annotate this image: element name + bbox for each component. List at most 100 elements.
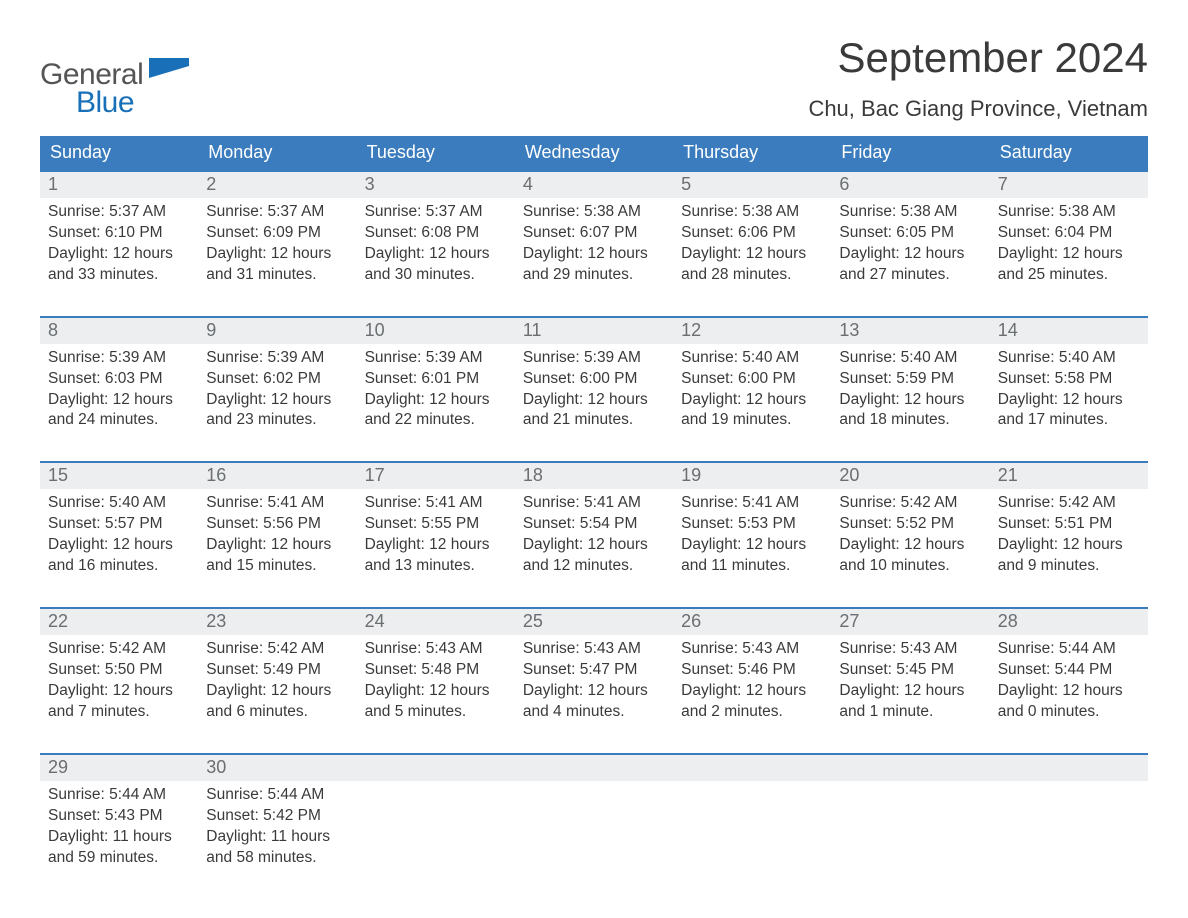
daylight-line: Daylight: 12 hours and 29 minutes.: [523, 244, 665, 286]
calendar-cell: Sunrise: 5:37 AMSunset: 6:08 PMDaylight:…: [357, 198, 515, 292]
day-number: [990, 755, 1148, 781]
weekday-header: Monday: [198, 136, 356, 170]
daylight-line: Daylight: 12 hours and 31 minutes.: [206, 244, 348, 286]
daylight-line: Daylight: 12 hours and 30 minutes.: [365, 244, 507, 286]
day-number: 3: [357, 172, 515, 198]
day-number: 14: [990, 318, 1148, 344]
sunrise-line: Sunrise: 5:39 AM: [206, 348, 348, 369]
calendar-cell: Sunrise: 5:43 AMSunset: 5:48 PMDaylight:…: [357, 635, 515, 729]
daylight-line: Daylight: 12 hours and 9 minutes.: [998, 535, 1140, 577]
calendar: Sunday Monday Tuesday Wednesday Thursday…: [40, 136, 1148, 874]
sunset-line: Sunset: 5:52 PM: [839, 514, 981, 535]
sunset-line: Sunset: 6:06 PM: [681, 223, 823, 244]
brand-name-b: Blue: [76, 87, 189, 119]
sunrise-line: Sunrise: 5:42 AM: [206, 639, 348, 660]
calendar-cell: Sunrise: 5:37 AMSunset: 6:10 PMDaylight:…: [40, 198, 198, 292]
calendar-cell: [357, 781, 515, 875]
daylight-line: Daylight: 12 hours and 22 minutes.: [365, 390, 507, 432]
sunset-line: Sunset: 6:04 PM: [998, 223, 1140, 244]
calendar-cell: Sunrise: 5:44 AMSunset: 5:42 PMDaylight:…: [198, 781, 356, 875]
day-number: 27: [831, 609, 989, 635]
day-number: 8: [40, 318, 198, 344]
daylight-line: Daylight: 12 hours and 19 minutes.: [681, 390, 823, 432]
calendar-cell: Sunrise: 5:40 AMSunset: 5:59 PMDaylight:…: [831, 344, 989, 438]
sunrise-line: Sunrise: 5:44 AM: [206, 785, 348, 806]
sunset-line: Sunset: 6:08 PM: [365, 223, 507, 244]
calendar-week: 22232425262728Sunrise: 5:42 AMSunset: 5:…: [40, 607, 1148, 729]
calendar-cell: Sunrise: 5:39 AMSunset: 6:01 PMDaylight:…: [357, 344, 515, 438]
daylight-line: Daylight: 12 hours and 2 minutes.: [681, 681, 823, 723]
calendar-cell: Sunrise: 5:38 AMSunset: 6:06 PMDaylight:…: [673, 198, 831, 292]
day-number-row: 15161718192021: [40, 463, 1148, 489]
page-title: September 2024: [808, 34, 1148, 82]
sunrise-line: Sunrise: 5:44 AM: [48, 785, 190, 806]
sunset-line: Sunset: 5:43 PM: [48, 806, 190, 827]
daylight-line: Daylight: 12 hours and 28 minutes.: [681, 244, 823, 286]
calendar-cell: [673, 781, 831, 875]
page: General Blue September 2024 Chu, Bac Gia…: [0, 0, 1188, 914]
calendar-cell: Sunrise: 5:38 AMSunset: 6:04 PMDaylight:…: [990, 198, 1148, 292]
weekday-header-row: Sunday Monday Tuesday Wednesday Thursday…: [40, 136, 1148, 170]
calendar-cell: Sunrise: 5:41 AMSunset: 5:56 PMDaylight:…: [198, 489, 356, 583]
calendar-week: 891011121314Sunrise: 5:39 AMSunset: 6:03…: [40, 316, 1148, 438]
sunrise-line: Sunrise: 5:41 AM: [206, 493, 348, 514]
sunset-line: Sunset: 5:55 PM: [365, 514, 507, 535]
flag-icon: [149, 58, 189, 84]
sunset-line: Sunset: 6:07 PM: [523, 223, 665, 244]
day-number: 28: [990, 609, 1148, 635]
day-number: 29: [40, 755, 198, 781]
day-number: 9: [198, 318, 356, 344]
topbar: General Blue September 2024 Chu, Bac Gia…: [40, 34, 1148, 122]
day-number: 25: [515, 609, 673, 635]
sunset-line: Sunset: 5:59 PM: [839, 369, 981, 390]
calendar-week: 1234567Sunrise: 5:37 AMSunset: 6:10 PMDa…: [40, 170, 1148, 292]
sunset-line: Sunset: 6:01 PM: [365, 369, 507, 390]
day-number: 13: [831, 318, 989, 344]
weekday-header: Thursday: [673, 136, 831, 170]
daylight-line: Daylight: 12 hours and 5 minutes.: [365, 681, 507, 723]
calendar-week: 2930Sunrise: 5:44 AMSunset: 5:43 PMDayli…: [40, 753, 1148, 875]
weeks-container: 1234567Sunrise: 5:37 AMSunset: 6:10 PMDa…: [40, 170, 1148, 874]
sunset-line: Sunset: 5:58 PM: [998, 369, 1140, 390]
weekday-header: Wednesday: [515, 136, 673, 170]
sunrise-line: Sunrise: 5:43 AM: [681, 639, 823, 660]
calendar-cell: Sunrise: 5:42 AMSunset: 5:52 PMDaylight:…: [831, 489, 989, 583]
sunrise-line: Sunrise: 5:38 AM: [681, 202, 823, 223]
sunrise-line: Sunrise: 5:40 AM: [839, 348, 981, 369]
sunrise-line: Sunrise: 5:42 AM: [998, 493, 1140, 514]
calendar-cell: Sunrise: 5:40 AMSunset: 6:00 PMDaylight:…: [673, 344, 831, 438]
sunrise-line: Sunrise: 5:42 AM: [839, 493, 981, 514]
sunset-line: Sunset: 5:42 PM: [206, 806, 348, 827]
daylight-line: Daylight: 12 hours and 27 minutes.: [839, 244, 981, 286]
sunrise-line: Sunrise: 5:37 AM: [48, 202, 190, 223]
sunset-line: Sunset: 6:02 PM: [206, 369, 348, 390]
sunset-line: Sunset: 6:05 PM: [839, 223, 981, 244]
daylight-line: Daylight: 12 hours and 12 minutes.: [523, 535, 665, 577]
daylight-line: Daylight: 12 hours and 21 minutes.: [523, 390, 665, 432]
daylight-line: Daylight: 12 hours and 7 minutes.: [48, 681, 190, 723]
calendar-cell: Sunrise: 5:41 AMSunset: 5:55 PMDaylight:…: [357, 489, 515, 583]
daylight-line: Daylight: 12 hours and 16 minutes.: [48, 535, 190, 577]
calendar-cell: [515, 781, 673, 875]
calendar-cell: Sunrise: 5:39 AMSunset: 6:03 PMDaylight:…: [40, 344, 198, 438]
daylight-line: Daylight: 12 hours and 24 minutes.: [48, 390, 190, 432]
day-number: 30: [198, 755, 356, 781]
weekday-header: Tuesday: [357, 136, 515, 170]
day-number: 11: [515, 318, 673, 344]
daylight-line: Daylight: 12 hours and 4 minutes.: [523, 681, 665, 723]
day-number-row: 891011121314: [40, 318, 1148, 344]
sunset-line: Sunset: 6:10 PM: [48, 223, 190, 244]
day-number: 23: [198, 609, 356, 635]
day-number: [831, 755, 989, 781]
sunrise-line: Sunrise: 5:41 AM: [365, 493, 507, 514]
calendar-cell: Sunrise: 5:37 AMSunset: 6:09 PMDaylight:…: [198, 198, 356, 292]
calendar-cell: Sunrise: 5:42 AMSunset: 5:50 PMDaylight:…: [40, 635, 198, 729]
sunset-line: Sunset: 5:50 PM: [48, 660, 190, 681]
sunset-line: Sunset: 6:09 PM: [206, 223, 348, 244]
sunset-line: Sunset: 5:56 PM: [206, 514, 348, 535]
calendar-cell: Sunrise: 5:44 AMSunset: 5:44 PMDaylight:…: [990, 635, 1148, 729]
day-number-row: 2930: [40, 755, 1148, 781]
day-number-row: 22232425262728: [40, 609, 1148, 635]
day-number: [357, 755, 515, 781]
day-number: 18: [515, 463, 673, 489]
